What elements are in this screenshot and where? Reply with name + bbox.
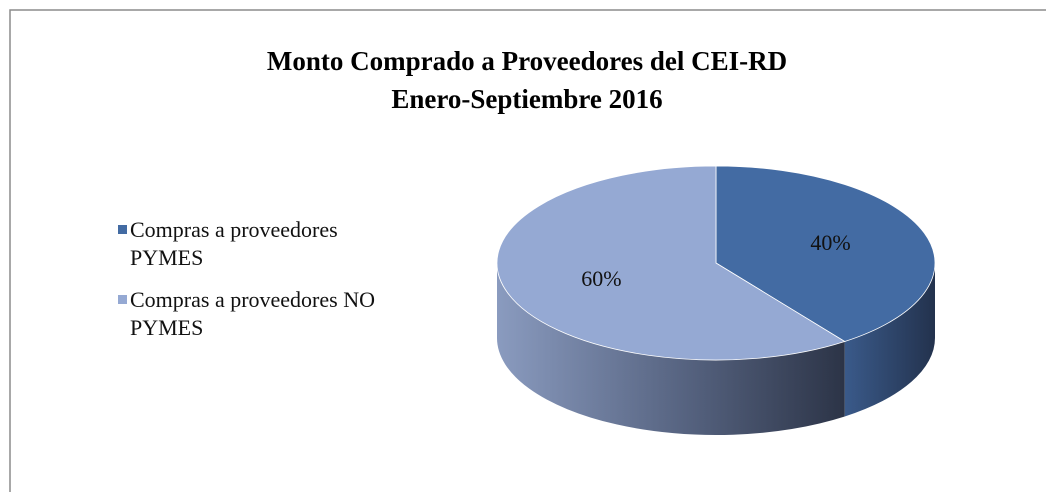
legend-label: Compras a proveedores NO PYMES	[130, 287, 375, 340]
legend-swatch	[118, 295, 127, 304]
chart-border	[9, 9, 1046, 492]
data-label: 40%	[810, 230, 850, 255]
data-label: 60%	[581, 266, 621, 291]
pie-slice	[715, 165, 936, 342]
legend-swatch	[118, 225, 127, 234]
chart-title: Monto Comprado a Proveedores del CEI-RD	[267, 46, 787, 76]
pie-slice	[496, 165, 846, 361]
chart-subtitle: Enero-Septiembre 2016	[391, 84, 662, 114]
legend-label: Compras a proveedores PYMES	[130, 217, 338, 270]
pie-side	[844, 263, 935, 417]
pie-side	[496, 263, 845, 435]
